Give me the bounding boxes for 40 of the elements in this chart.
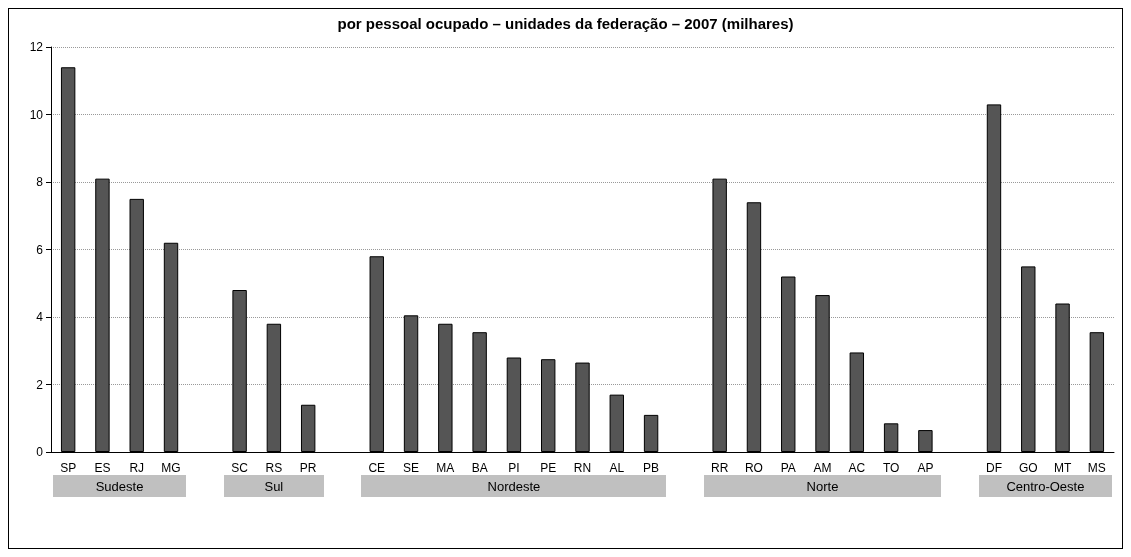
x-tick-label: DF [985,461,1002,475]
x-tick-label: PI [508,461,520,475]
x-tick-label: PR [299,461,317,475]
text: Nordeste [487,478,541,494]
x-tick-label: BA [471,461,488,475]
y-tick-label: 0 [36,445,44,459]
x-tick-label: RS [265,461,283,475]
x-tick-label: PE [540,461,557,475]
y-tick-label: 10 [29,107,44,122]
x-tick-label: MA [436,461,455,475]
x-tick-label: RR [710,461,729,475]
y-tick-label: 6 [36,242,44,257]
x-tick-label: RO [744,461,763,475]
y-tick-label: 8 [36,175,44,189]
x-tick-label: GO [1018,461,1038,475]
x-tick-label: AC [848,461,866,475]
text: Norte [806,478,839,494]
y-tick-label: 12 [29,40,44,54]
text: Centro-Oeste [1006,478,1085,494]
x-tick-label: MT [1053,461,1072,475]
x-tick-label: TO [882,461,900,475]
x-tick-label: ES [94,461,111,475]
x-tick-label: PA [780,461,796,475]
y-tick-label: 2 [36,377,44,392]
x-tick-label: SP [60,461,77,475]
y-tick-label: 4 [36,310,44,324]
x-tick-label: SE [403,461,420,475]
x-tick-label: RJ [129,461,145,475]
x-tick-label: AL [609,461,625,475]
x-tick-label: SC [231,461,249,475]
chart-title: por pessoal ocupado – unidades da federação – 2007 (milhares) [337,15,794,32]
x-tick-label: PB [643,461,660,475]
x-tick-label: CE [368,461,386,475]
text: Sul [264,478,284,494]
x-tick-label: RN [573,461,592,475]
x-tick-label: AP [917,461,934,475]
x-tick-label: AM [813,461,832,475]
x-tick-label: MS [1087,461,1106,475]
text: Sudeste [95,478,144,494]
x-tick-label: MG [161,461,181,475]
